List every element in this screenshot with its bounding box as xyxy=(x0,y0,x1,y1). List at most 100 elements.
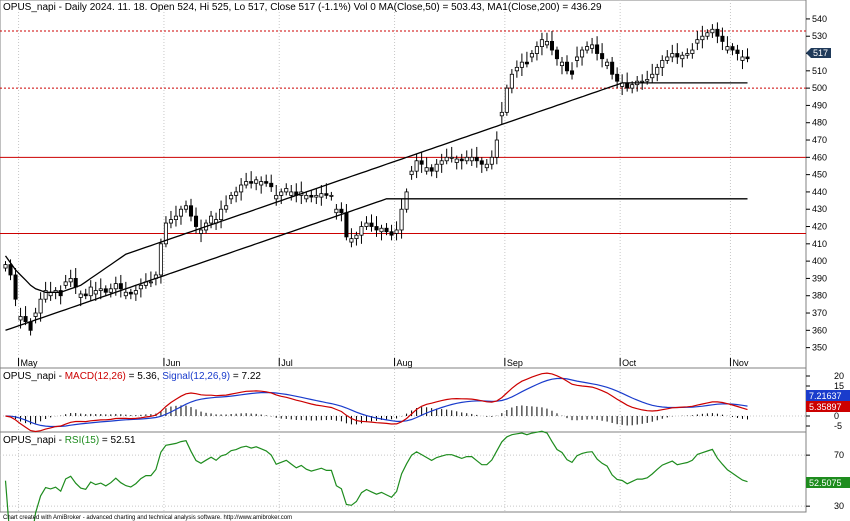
price-tick-label: 460 xyxy=(812,152,827,162)
header-ticker: OPUS_napi xyxy=(3,2,56,13)
macd-indicator xyxy=(0,372,806,433)
candle-body xyxy=(244,181,249,186)
candle-body xyxy=(78,293,83,298)
candles xyxy=(3,22,750,336)
candle-body xyxy=(138,284,143,290)
candle-body xyxy=(103,288,108,293)
candle-body xyxy=(575,56,580,61)
candle-body xyxy=(18,316,23,321)
price-tick-label: 470 xyxy=(812,135,827,145)
candle-body xyxy=(585,46,590,51)
candle-body xyxy=(334,208,339,214)
moving-averages xyxy=(4,82,748,331)
candle-body xyxy=(183,205,189,210)
header-ma200-value: = 436.29 xyxy=(560,2,602,13)
candle-body xyxy=(595,44,600,54)
candle-body xyxy=(429,167,434,172)
candle-body xyxy=(409,170,414,176)
candle-body xyxy=(68,278,73,283)
candle-body xyxy=(324,193,329,196)
ma200-line xyxy=(5,198,748,331)
candle-body xyxy=(3,264,8,269)
candle-body xyxy=(193,215,199,227)
candle-body xyxy=(88,286,93,297)
candle-body xyxy=(519,61,524,68)
candle-body xyxy=(645,79,650,82)
candle-body xyxy=(414,160,419,172)
candle-body xyxy=(349,238,354,243)
candle-body xyxy=(314,194,319,198)
price-tick-label: 410 xyxy=(812,239,827,249)
price-tick-label: 490 xyxy=(812,100,827,110)
candle-body xyxy=(83,293,88,297)
month-label: Aug xyxy=(397,358,413,368)
signal-badge: 7.21637 xyxy=(806,390,850,401)
candle-body xyxy=(123,291,128,297)
candle-body xyxy=(319,193,324,198)
candle-body xyxy=(249,181,254,184)
candle-body xyxy=(670,53,675,58)
rsi-header-ticker: OPUS_napi xyxy=(3,435,56,446)
candle-body xyxy=(364,222,369,227)
rsi-badge-text: 52.5075 xyxy=(809,478,842,488)
candle-body xyxy=(274,194,279,200)
price-tick-label: 500 xyxy=(812,83,827,93)
candle-body xyxy=(173,215,178,220)
candle-body xyxy=(133,290,138,295)
candle-body xyxy=(163,222,168,245)
candle-body xyxy=(514,66,519,72)
price-badge-text: 517 xyxy=(813,48,828,58)
month-label: May xyxy=(21,358,39,368)
candle-body xyxy=(509,73,514,89)
candle-body xyxy=(399,208,404,231)
candle-body xyxy=(720,35,725,42)
candle-body xyxy=(459,158,464,162)
candle-body xyxy=(735,49,740,54)
candle-body xyxy=(479,160,484,165)
candle-body xyxy=(474,156,479,162)
macd-header: OPUS_napi - MACD(12,26) = 5.36, Signal(1… xyxy=(3,371,261,382)
candle-body xyxy=(269,182,274,188)
candle-body xyxy=(630,84,635,89)
price-tick-label: 480 xyxy=(812,118,827,128)
macd-line xyxy=(5,372,748,433)
candle-body xyxy=(534,46,539,54)
candle-body xyxy=(13,274,18,300)
price-tick-label: 350 xyxy=(812,343,827,353)
candle-body xyxy=(254,179,259,184)
price-panel-frame xyxy=(0,0,807,369)
candle-body xyxy=(605,61,610,67)
candle-body xyxy=(118,283,123,290)
macd-badge-text: 5.35897 xyxy=(809,402,842,412)
candle-body xyxy=(544,41,549,46)
header-ma200-label: MA1(Close,200) xyxy=(487,2,559,13)
price-tick-label: 510 xyxy=(812,66,827,76)
candle-body xyxy=(610,61,615,75)
candle-body xyxy=(264,181,269,184)
candle-body xyxy=(354,234,359,240)
price-tick-label: 420 xyxy=(812,222,827,232)
candle-body xyxy=(600,53,605,60)
header-ma50-label: MA(Close,50) xyxy=(379,2,440,13)
candle-body xyxy=(73,278,78,288)
candle-body xyxy=(499,111,504,117)
rsi-header: OPUS_napi - RSI(15) = 52.51 xyxy=(3,435,136,446)
rsi-badge: 52.5075 xyxy=(806,477,850,488)
candle-body xyxy=(178,208,184,217)
candle-body xyxy=(98,288,103,291)
candle-body xyxy=(329,194,334,197)
candle-body xyxy=(359,226,364,236)
candle-body xyxy=(93,290,98,295)
candle-body xyxy=(745,56,750,60)
candle-body xyxy=(199,229,204,234)
candle-body xyxy=(680,54,685,60)
signal-header-value: = 7.22 xyxy=(230,371,261,382)
candle-body xyxy=(464,156,469,162)
candle-body xyxy=(469,156,474,162)
candle-body xyxy=(229,194,234,200)
price-tick-label: 380 xyxy=(812,291,827,301)
candle-body xyxy=(524,61,529,65)
candle-body xyxy=(685,53,690,56)
candle-body xyxy=(695,39,700,44)
